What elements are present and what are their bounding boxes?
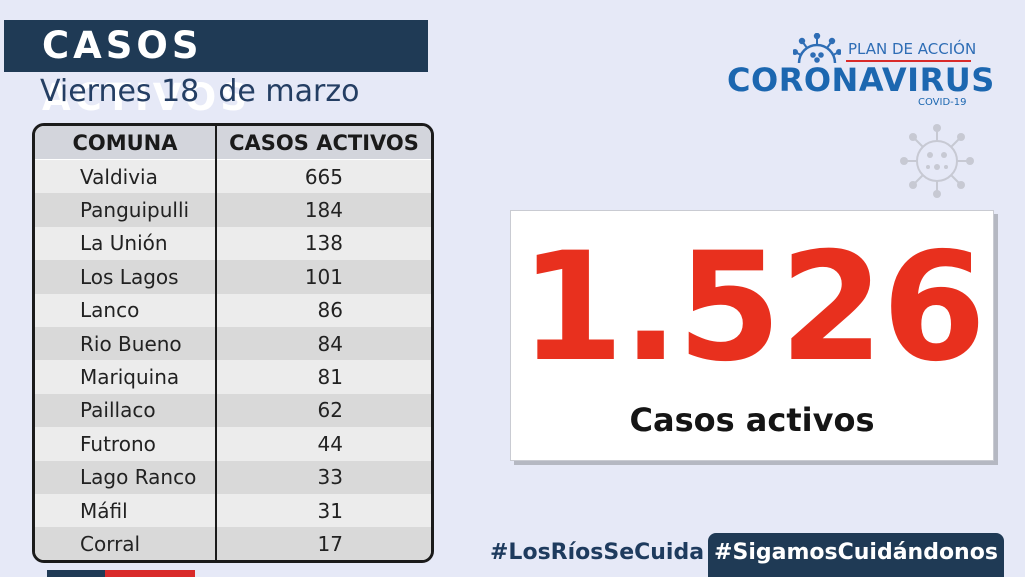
logo-covid-text: COVID-19 xyxy=(918,97,967,108)
table-row: Paillaco 62 xyxy=(35,393,431,428)
table-row: Lanco 86 xyxy=(35,293,431,327)
comuna-cell: Valdivia xyxy=(35,159,217,194)
table-row: Corral 17 xyxy=(35,527,431,560)
casos-cell: 84 xyxy=(216,326,431,361)
comuna-cell: Corral xyxy=(35,527,217,560)
table-row: Lago Ranco 33 xyxy=(35,460,431,494)
comuna-cell: La Unión xyxy=(35,226,217,261)
casos-cell: 17 xyxy=(216,527,431,560)
hashtag-los-rios: #LosRíosSeCuida xyxy=(490,540,705,565)
comuna-cell: Rio Bueno xyxy=(35,326,217,361)
comuna-cell: Los Lagos xyxy=(35,260,217,294)
casos-cell: 665 xyxy=(216,159,431,194)
table-row: Máfil 31 xyxy=(35,493,431,528)
table-row: Los Lagos 101 xyxy=(35,260,431,294)
table-row: La Unión 138 xyxy=(35,226,431,261)
table-row: Panguipulli 184 xyxy=(35,193,431,227)
logo-underline xyxy=(846,60,971,62)
casos-cell: 184 xyxy=(216,193,431,227)
comuna-cell: Mariquina xyxy=(35,360,217,394)
table-row: Mariquina 81 xyxy=(35,360,431,394)
page-title: CASOS ACTIVOS xyxy=(4,20,428,119)
casos-cell: 81 xyxy=(216,360,431,394)
comuna-cell: Máfil xyxy=(35,493,217,528)
column-header-comuna: COMUNA xyxy=(35,126,217,160)
column-header-casos: CASOS ACTIVOS xyxy=(216,126,431,160)
logo-plan-text: PLAN DE ACCIÓN xyxy=(848,40,977,58)
casos-cell: 86 xyxy=(216,293,431,327)
total-cases-value: 1.526 xyxy=(519,221,986,395)
logo-coronavirus-text: CORONAVIRUS xyxy=(727,61,995,99)
cases-table: COMUNA CASOS ACTIVOS Valdivia 665 Panguip… xyxy=(32,123,434,563)
table-row: Rio Bueno 84 xyxy=(35,326,431,361)
flag-stripe-blue xyxy=(47,570,105,577)
casos-cell: 33 xyxy=(216,460,431,494)
date-subtitle: Viernes 18 de marzo xyxy=(40,74,360,109)
casos-cell: 62 xyxy=(216,393,431,428)
casos-cell: 138 xyxy=(216,226,431,261)
comuna-cell: Lago Ranco xyxy=(35,460,217,494)
comuna-cell: Futrono xyxy=(35,427,217,461)
comuna-cell: Lanco xyxy=(35,293,217,327)
flag-stripe-red xyxy=(105,570,195,577)
table-row: Futrono 44 xyxy=(35,427,431,461)
casos-cell: 31 xyxy=(216,493,431,528)
virus-watermark-icon xyxy=(900,124,974,198)
coronavirus-icon xyxy=(793,33,841,63)
casos-cell: 101 xyxy=(216,260,431,294)
comuna-cell: Paillaco xyxy=(35,393,217,428)
hashtag-sigamos: #SigamosCuidándonos xyxy=(708,533,1004,577)
total-cases-card: 1.526 Casos activos xyxy=(510,210,994,461)
casos-cell: 44 xyxy=(216,427,431,461)
comuna-cell: Panguipulli xyxy=(35,193,217,227)
table-row: Valdivia 665 xyxy=(35,159,431,194)
total-cases-label: Casos activos xyxy=(629,401,875,439)
